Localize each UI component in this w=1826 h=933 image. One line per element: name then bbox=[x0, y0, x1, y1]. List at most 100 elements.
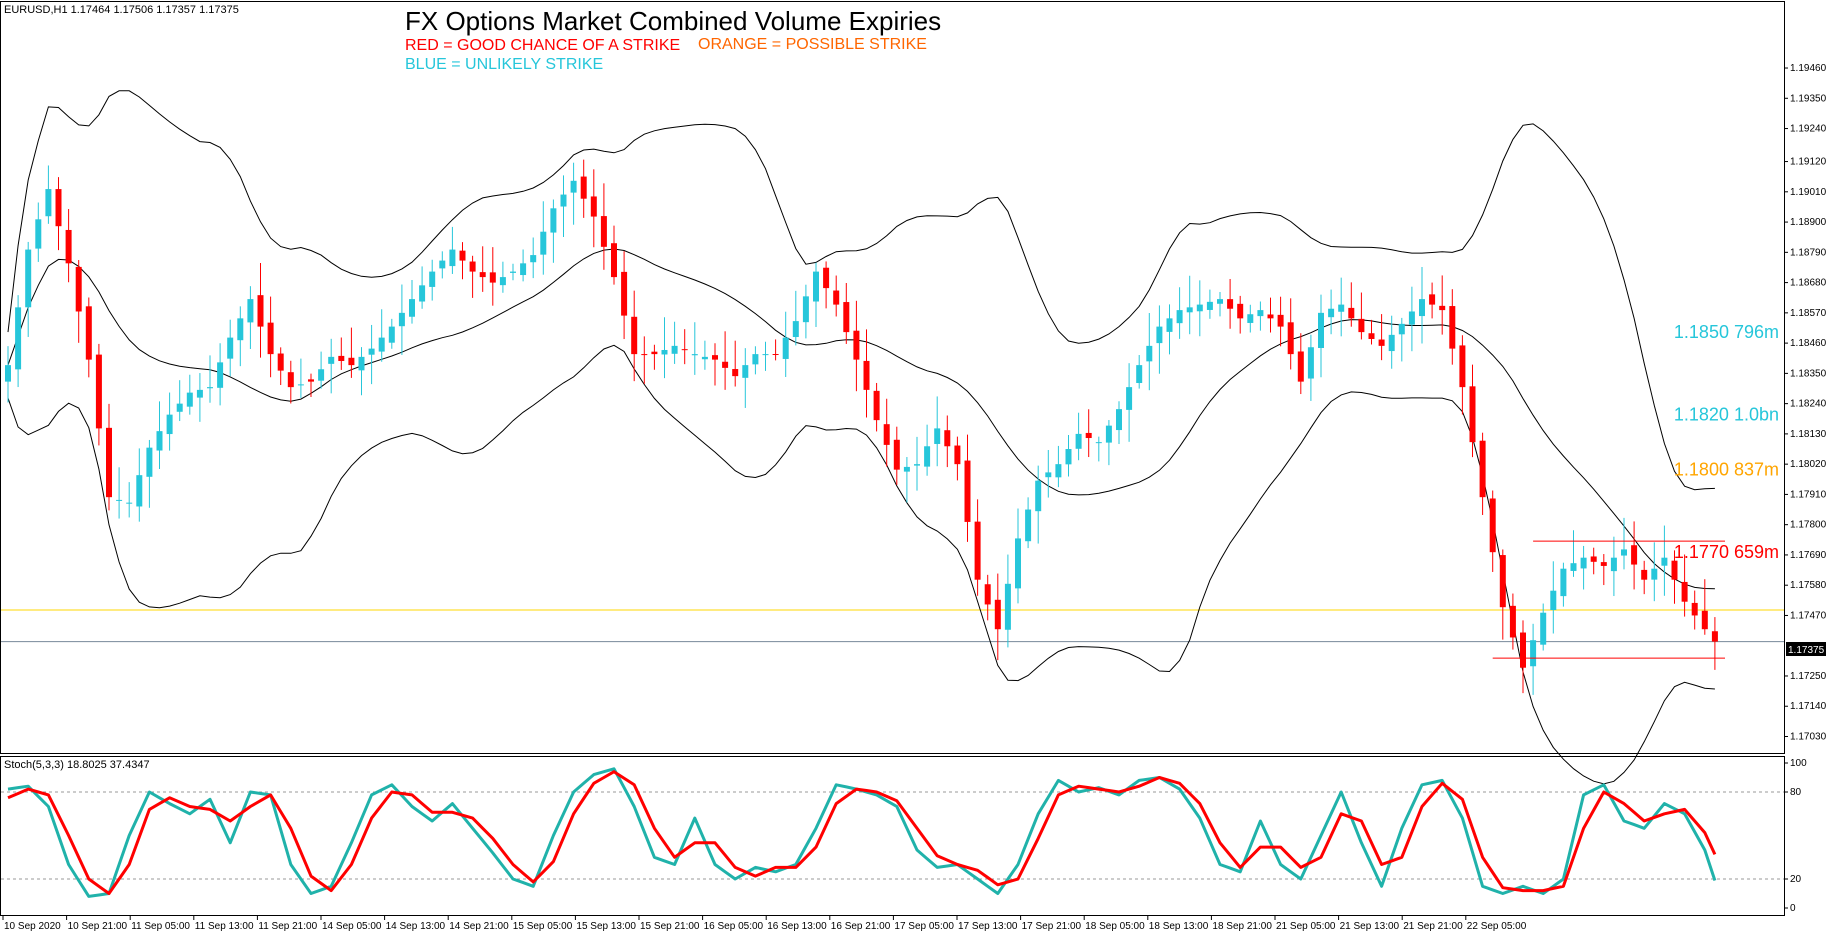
y-tick-label: 1.19010 bbox=[1790, 187, 1826, 198]
candle-body bbox=[429, 271, 436, 287]
candle-body bbox=[813, 271, 819, 302]
candle-body bbox=[308, 379, 314, 382]
candle-body bbox=[1388, 334, 1395, 352]
x-tick-label: 11 Sep 05:00 bbox=[131, 921, 190, 932]
stoch-axis: 100 80 20 0 bbox=[1784, 758, 1807, 914]
candle-body bbox=[1489, 498, 1496, 553]
candle-body bbox=[1580, 557, 1587, 569]
candle-body bbox=[1206, 301, 1213, 310]
candle-body bbox=[1126, 387, 1133, 410]
stoch-tick-label: 0 bbox=[1790, 903, 1796, 914]
candle-body bbox=[681, 349, 688, 351]
strike-labels: 1.1850 796m 1.1820 1.0bn 1.1800 837m 1.1770… bbox=[1674, 322, 1779, 562]
candle-body bbox=[459, 250, 466, 261]
candle-body bbox=[348, 357, 355, 366]
candle-body bbox=[934, 428, 941, 444]
candle-body bbox=[368, 348, 375, 355]
candle-body bbox=[1479, 440, 1486, 498]
candle-body bbox=[217, 362, 224, 388]
current-price-box bbox=[1786, 642, 1826, 656]
candle-body bbox=[1338, 304, 1345, 312]
x-tick-label: 14 Sep 05:00 bbox=[322, 921, 382, 932]
candle-body bbox=[166, 414, 173, 435]
candle-body bbox=[1530, 640, 1537, 667]
x-tick-label: 15 Sep 13:00 bbox=[576, 921, 636, 932]
candle-body bbox=[277, 353, 284, 371]
candle-body bbox=[1419, 299, 1425, 317]
x-tick-label: 17 Sep 13:00 bbox=[958, 921, 1018, 932]
candle-body bbox=[1318, 312, 1324, 348]
candles bbox=[5, 159, 1718, 695]
y-tick-label: 1.17800 bbox=[1790, 520, 1826, 531]
candle-body bbox=[782, 337, 789, 359]
stoch-signal-line bbox=[7, 770, 1717, 895]
candle-body bbox=[1681, 581, 1688, 602]
candle-body bbox=[1701, 610, 1708, 630]
candle-body bbox=[409, 299, 415, 317]
candle-body bbox=[469, 261, 476, 272]
candle-body bbox=[1590, 556, 1597, 562]
candle-body bbox=[1358, 318, 1365, 333]
band-upper bbox=[7, 90, 1715, 491]
candle-body bbox=[1015, 538, 1021, 589]
symbol-header: EURUSD,H1 1.17464 1.17506 1.17357 1.1737… bbox=[4, 4, 239, 16]
candle-body bbox=[843, 302, 850, 333]
candle-body bbox=[257, 295, 264, 327]
candle-body bbox=[550, 208, 557, 233]
stoch-header: Stoch(5,3,3) 18.8025 37.4347 bbox=[4, 759, 150, 771]
candle-body bbox=[1671, 560, 1678, 580]
main-panel-frame bbox=[0, 1, 1785, 754]
candle-body bbox=[994, 599, 1001, 630]
candle-body bbox=[1075, 433, 1082, 449]
candle-body bbox=[388, 326, 395, 343]
chart-title: FX Options Market Combined Volume Expiri… bbox=[405, 6, 941, 36]
candle-body bbox=[398, 312, 405, 327]
x-tick-label: 16 Sep 21:00 bbox=[831, 921, 891, 932]
candle-body bbox=[136, 475, 143, 507]
y-tick-label: 1.18130 bbox=[1790, 429, 1826, 440]
candle-body bbox=[651, 351, 658, 355]
candle-body bbox=[1267, 314, 1274, 319]
y-tick-label: 1.17030 bbox=[1790, 731, 1826, 742]
candle-body bbox=[924, 446, 931, 467]
candle-body bbox=[126, 502, 133, 504]
candle-body bbox=[297, 384, 304, 386]
candle-body bbox=[358, 356, 365, 371]
candle-body bbox=[1641, 569, 1648, 580]
candle-body bbox=[1116, 409, 1122, 431]
stoch-tick-label: 100 bbox=[1790, 758, 1807, 769]
candle-body bbox=[85, 306, 92, 360]
y-tick-label: 1.17250 bbox=[1790, 671, 1826, 682]
candle-body bbox=[176, 403, 183, 412]
band-lower bbox=[7, 344, 1715, 785]
candle-body bbox=[328, 356, 335, 364]
candle-body bbox=[95, 354, 102, 429]
candle-body bbox=[1499, 555, 1506, 608]
y-tick-label: 1.17690 bbox=[1790, 550, 1826, 561]
candle-body bbox=[1408, 311, 1415, 325]
candle-body bbox=[499, 277, 506, 286]
candle-body bbox=[1237, 303, 1244, 319]
y-tick-label: 1.17470 bbox=[1790, 610, 1826, 621]
candle-body bbox=[489, 272, 496, 283]
candle-body bbox=[1217, 299, 1223, 304]
candle-body bbox=[600, 216, 607, 247]
candle-body bbox=[439, 260, 446, 269]
candle-body bbox=[1520, 632, 1526, 668]
candle-body bbox=[853, 330, 860, 360]
candle-body bbox=[611, 243, 617, 278]
y-tick-label: 1.18240 bbox=[1790, 399, 1826, 410]
candle-body bbox=[1661, 557, 1668, 566]
candle-body bbox=[1297, 351, 1304, 382]
y-tick-label: 1.19120 bbox=[1790, 157, 1826, 168]
candle-body bbox=[520, 263, 527, 276]
candle-body bbox=[873, 390, 880, 421]
strike-label: 1.1820 1.0bn bbox=[1674, 405, 1779, 425]
x-tick-label: 10 Sep 2020 bbox=[4, 921, 61, 932]
y-tick-label: 1.18460 bbox=[1790, 338, 1826, 349]
current-price-label: 1.17375 bbox=[1788, 645, 1825, 656]
y-tick-label: 1.17580 bbox=[1790, 580, 1826, 591]
stoch-main-line bbox=[7, 767, 1717, 898]
candle-body bbox=[186, 392, 193, 407]
candle-body bbox=[722, 361, 729, 368]
